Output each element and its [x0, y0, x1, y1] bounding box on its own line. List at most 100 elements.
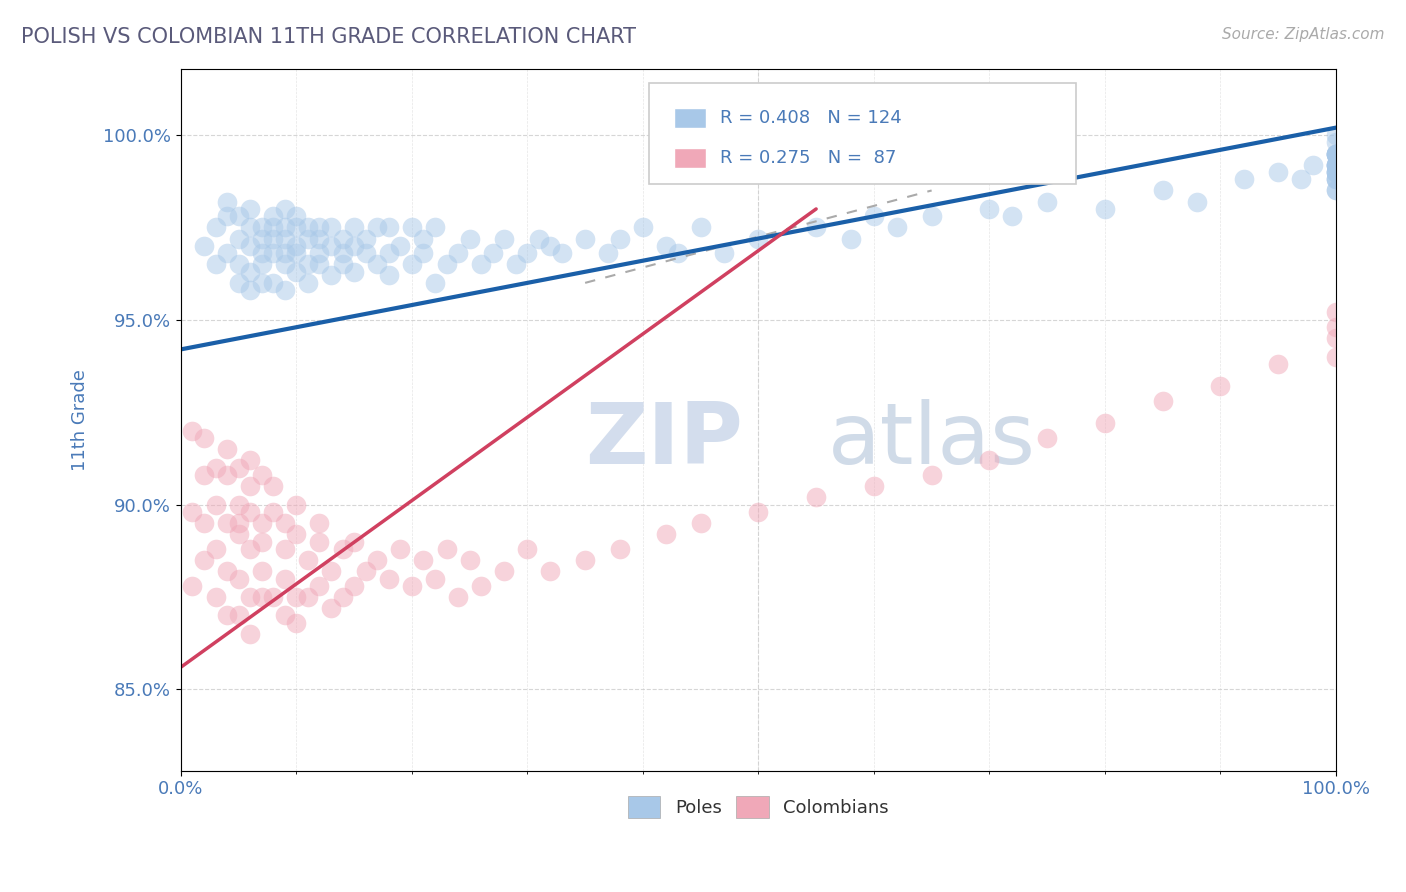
Point [319, 220, 342, 235]
Point [308, 220, 330, 235]
Point [274, 246, 297, 260]
Point [436, 257, 458, 271]
Point [262, 479, 284, 493]
Point [239, 283, 262, 297]
Point [215, 442, 238, 457]
Point [215, 468, 238, 483]
Point [1267, 357, 1289, 371]
Point [204, 460, 226, 475]
Text: R = 0.275   N =  87: R = 0.275 N = 87 [720, 149, 897, 167]
Point [193, 431, 215, 445]
Point [551, 246, 574, 260]
Point [886, 220, 908, 235]
Point [250, 468, 273, 483]
Point [239, 453, 262, 467]
Point [204, 220, 226, 235]
Point [447, 246, 470, 260]
Point [228, 460, 250, 475]
Point [250, 276, 273, 290]
Point [1324, 172, 1347, 186]
Point [979, 202, 1001, 216]
Point [540, 564, 562, 578]
Point [1324, 146, 1347, 161]
Point [366, 257, 388, 271]
Point [470, 257, 492, 271]
Point [1324, 172, 1347, 186]
Point [228, 516, 250, 530]
Point [297, 553, 319, 567]
Point [193, 516, 215, 530]
Point [228, 276, 250, 290]
Point [574, 553, 596, 567]
Point [285, 246, 308, 260]
Point [319, 601, 342, 615]
Point [215, 564, 238, 578]
Point [332, 590, 354, 604]
Point [747, 505, 769, 519]
Y-axis label: 11th Grade: 11th Grade [72, 368, 89, 471]
Point [308, 579, 330, 593]
Point [1267, 165, 1289, 179]
Point [412, 246, 434, 260]
Point [228, 572, 250, 586]
Point [979, 453, 1001, 467]
Point [239, 265, 262, 279]
Point [285, 615, 308, 630]
Point [343, 220, 366, 235]
Point [423, 220, 446, 235]
Point [1187, 194, 1209, 209]
Point [204, 590, 226, 604]
Point [308, 246, 330, 260]
Point [274, 541, 297, 556]
Point [1324, 184, 1347, 198]
Point [378, 220, 401, 235]
Point [274, 516, 297, 530]
Point [228, 210, 250, 224]
Point [1094, 417, 1116, 431]
Point [423, 276, 446, 290]
Point [366, 553, 388, 567]
Point [412, 231, 434, 245]
Point [343, 579, 366, 593]
Point [285, 498, 308, 512]
Point [343, 265, 366, 279]
Point [1324, 165, 1347, 179]
Point [308, 257, 330, 271]
Point [262, 210, 284, 224]
Point [274, 202, 297, 216]
Point [436, 541, 458, 556]
Point [1324, 158, 1347, 172]
Point [458, 553, 481, 567]
Text: POLISH VS COLOMBIAN 11TH GRADE CORRELATION CHART: POLISH VS COLOMBIAN 11TH GRADE CORRELATI… [21, 27, 636, 46]
Point [804, 490, 827, 504]
Point [1324, 165, 1347, 179]
Point [505, 257, 527, 271]
Point [713, 246, 735, 260]
Point [1232, 172, 1254, 186]
Point [297, 231, 319, 245]
Point [1324, 136, 1347, 150]
Point [666, 246, 689, 260]
Point [863, 479, 886, 493]
Point [215, 194, 238, 209]
Point [193, 239, 215, 253]
Text: R = 0.408   N = 124: R = 0.408 N = 124 [720, 109, 903, 127]
Point [516, 246, 538, 260]
Point [1324, 165, 1347, 179]
Point [215, 246, 238, 260]
Text: Source: ZipAtlas.com: Source: ZipAtlas.com [1222, 27, 1385, 42]
Point [1324, 184, 1347, 198]
Point [228, 498, 250, 512]
Point [193, 553, 215, 567]
Point [274, 283, 297, 297]
Point [297, 257, 319, 271]
Point [1324, 146, 1347, 161]
Point [655, 527, 678, 541]
Point [239, 220, 262, 235]
Point [921, 468, 943, 483]
Point [215, 608, 238, 623]
Text: atlas: atlas [828, 400, 1036, 483]
Point [540, 239, 562, 253]
Point [516, 541, 538, 556]
Point [1302, 158, 1324, 172]
